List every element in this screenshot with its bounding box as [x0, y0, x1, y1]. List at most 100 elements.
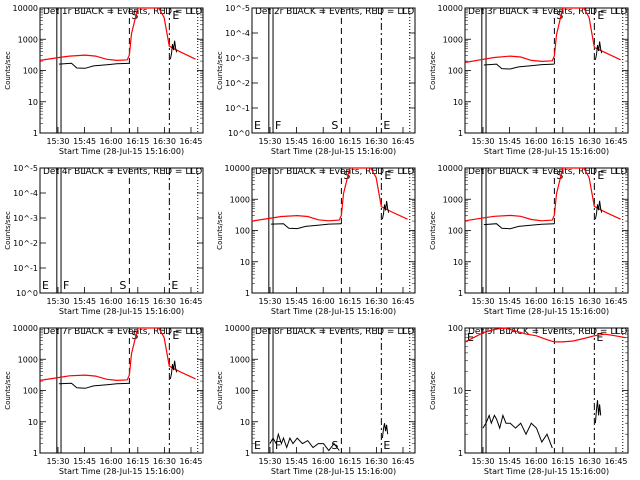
plot-frame	[251, 327, 416, 454]
events-series-line	[169, 360, 178, 379]
marker-letter: S	[343, 169, 350, 182]
y-tick-label: 100	[23, 387, 38, 396]
chart-title: Det 7r BLACK = Events, RED = LLD	[43, 327, 202, 337]
events-series-line	[482, 413, 553, 449]
y-tick-label: 10^-5	[225, 4, 250, 13]
x-tick-label: 16:15	[338, 457, 361, 466]
marker-letter: S	[131, 9, 138, 22]
lld-series-line	[464, 327, 627, 343]
chart-panel-5: Det 5r BLACK = Events, RED = LLD 1 10 100 10…	[216, 164, 416, 316]
y-tick-label: 1000	[18, 35, 38, 44]
y-tick-label: 10	[453, 387, 463, 396]
chart-title: Det 4r BLACK = Events, RED = LLD	[43, 167, 202, 177]
x-axis-label: Start Time (28-Jul-15 15:16:00)	[59, 307, 184, 316]
y-tick-label: 10000	[225, 324, 250, 333]
x-tick-label: 15:30	[258, 297, 281, 306]
x-tick-label: 16:30	[578, 137, 601, 146]
x-tick-label: 16:30	[153, 137, 176, 146]
events-series-line	[483, 63, 555, 70]
y-tick-label: 1	[458, 449, 463, 458]
x-tick-label: 16:45	[604, 297, 627, 306]
chart-panel-9: Det 9r BLACK = Events, RED = LLD 1 10 100 Co…	[429, 324, 629, 476]
marker-letter: E	[172, 9, 179, 22]
x-tick-label: 16:00	[525, 137, 548, 146]
y-axis-label: Counts/sec	[429, 51, 437, 90]
chart-panel-3: Det 3r BLACK = Events, RED = LLD 1 10 100 10…	[429, 4, 629, 156]
marker-letter: E	[383, 439, 390, 452]
y-tick-label: 10000	[438, 4, 463, 13]
x-tick-label: 15:30	[258, 457, 281, 466]
events-series-line	[594, 41, 603, 60]
x-tick-label: 16:00	[525, 297, 548, 306]
x-tick-label: 16:15	[126, 297, 149, 306]
marker-letter: E	[597, 169, 604, 182]
x-tick-label: 16:00	[525, 457, 548, 466]
chart-panel-2: Det 2r BLACK = Events, RED = LLD 10^0 10^-…	[216, 4, 416, 156]
x-tick-label: 16:00	[312, 297, 335, 306]
events-series-line	[594, 200, 603, 220]
y-tick-label: 1000	[230, 355, 250, 364]
x-tick-label: 15:30	[46, 137, 69, 146]
y-tick-label: 100	[448, 67, 463, 76]
x-tick-label: 15:30	[258, 137, 281, 146]
chart-title: Det 9r BLACK = Events, RED = LLD	[468, 327, 627, 337]
y-tick-label: 10000	[225, 164, 250, 173]
events-series-line	[58, 382, 130, 389]
chart-title: Det 3r BLACK = Events, RED = LLD	[468, 7, 627, 17]
events-series-line	[594, 400, 602, 424]
y-axis-label: Counts/sec	[4, 211, 12, 250]
x-tick-label: 16:30	[578, 457, 601, 466]
x-tick-label: 16:45	[179, 457, 202, 466]
y-axis-label: Counts/sec	[429, 211, 437, 250]
marker-letter: E	[597, 9, 604, 22]
x-tick-label: 16:15	[551, 297, 574, 306]
y-tick-label: 1	[245, 449, 250, 458]
plot-frame	[464, 7, 629, 134]
x-tick-label: 16:45	[179, 137, 202, 146]
x-tick-label: 16:00	[100, 297, 123, 306]
events-series-line	[269, 432, 340, 452]
y-tick-label: 100	[23, 67, 38, 76]
y-tick-label: 100	[235, 227, 250, 236]
x-tick-label: 15:30	[471, 137, 494, 146]
y-tick-label: 100	[235, 387, 250, 396]
chart-title: Det 8r BLACK = Events, RED = LLD	[255, 327, 414, 337]
x-tick-label: 16:45	[391, 297, 414, 306]
plot-frame	[464, 167, 629, 294]
x-tick-label: 16:15	[126, 457, 149, 466]
x-tick-label: 16:45	[179, 297, 202, 306]
chart-title: Det 5r BLACK = Events, RED = LLD	[255, 167, 414, 177]
y-axis-label: Counts/sec	[216, 371, 224, 410]
x-tick-label: 15:45	[73, 297, 96, 306]
y-tick-label: 1000	[18, 355, 38, 364]
y-axis-label: Counts/sec	[216, 51, 224, 90]
x-tick-label: 15:45	[498, 137, 521, 146]
y-tick-label: 100	[448, 324, 463, 333]
x-tick-label: 15:45	[73, 457, 96, 466]
marker-letter: E	[384, 169, 391, 182]
x-tick-label: 16:30	[365, 457, 388, 466]
marker-letter: S	[119, 279, 126, 292]
y-tick-label: 10	[453, 98, 463, 107]
x-tick-label: 16:30	[153, 457, 176, 466]
y-tick-label: 10	[28, 418, 38, 427]
marker-letter: F	[275, 119, 281, 132]
x-tick-label: 15:45	[285, 457, 308, 466]
marker-letter: E	[596, 331, 603, 344]
events-series-line	[483, 223, 555, 230]
y-tick-label: 10^-3	[225, 54, 250, 63]
marker-letter: F	[63, 279, 69, 292]
x-tick-label: 15:45	[498, 297, 521, 306]
x-tick-label: 16:45	[391, 137, 414, 146]
x-tick-label: 16:15	[551, 457, 574, 466]
lld-series-line	[251, 167, 408, 222]
chart-panel-8: Det 8r BLACK = Events, RED = LLD 1 10 100 10…	[216, 324, 416, 476]
x-tick-label: 16:30	[365, 137, 388, 146]
x-tick-label: 15:45	[498, 457, 521, 466]
y-tick-label: 10^-4	[225, 29, 250, 38]
events-series-line	[270, 223, 342, 230]
marker-letter: E	[171, 279, 178, 292]
y-tick-label: 10^-1	[225, 104, 250, 113]
x-tick-label: 15:45	[285, 297, 308, 306]
